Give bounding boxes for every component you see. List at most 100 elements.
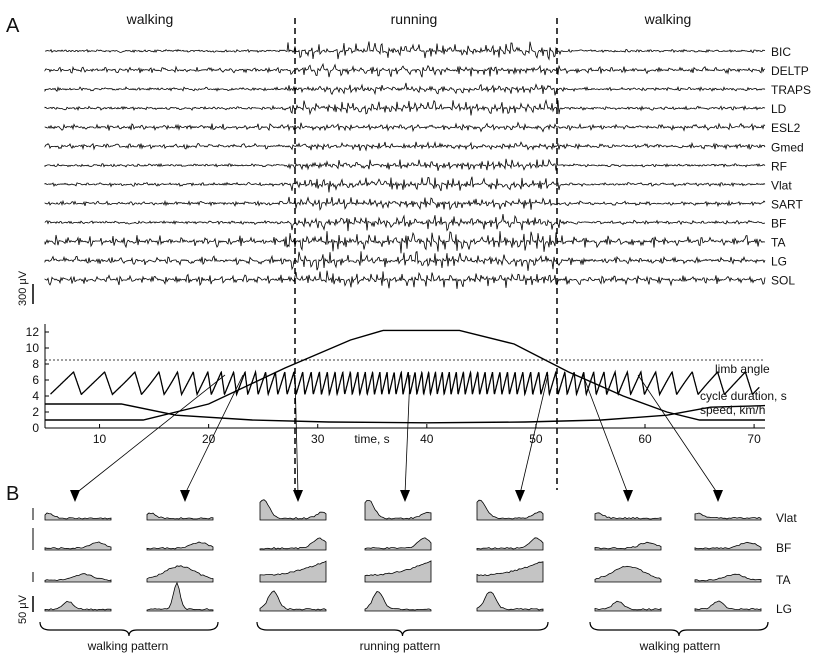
emg-trace-deltp	[44, 62, 766, 78]
group-brace	[256, 621, 549, 637]
arrow-line	[519, 374, 549, 495]
arrow-line	[294, 374, 299, 495]
cycle-duration-line	[45, 403, 766, 424]
envelope-ta	[476, 561, 544, 583]
x-tick-label: 10	[93, 432, 107, 446]
emg-label-traps: TRAPS	[771, 83, 811, 97]
arrow-head	[70, 490, 80, 502]
x-tick-label: 30	[311, 432, 325, 446]
emg-scale-label: 300 μV	[17, 270, 29, 306]
envelope-bf	[594, 541, 662, 551]
x-tick-label: 40	[420, 432, 434, 446]
emg-trace-ta	[44, 231, 766, 254]
arrow-line	[74, 374, 226, 495]
kinematics-chart: 0 2 4 6 8 10 12 10 20 30 40 50 60 70 time, s limb angle…	[26, 324, 787, 446]
emg-label-esl2: ESL2	[771, 121, 801, 135]
envelope-vlat	[146, 512, 214, 521]
phase-label-walking-1: walking	[126, 11, 174, 27]
envelope-vlat	[476, 499, 544, 521]
panel-b-row-label: Vlat	[776, 511, 797, 525]
envelope-vlat	[694, 512, 762, 521]
phase-label-running: running	[391, 11, 438, 27]
arrow-head	[713, 490, 723, 502]
envelope-ta	[364, 560, 432, 583]
envelope-lg	[594, 600, 662, 612]
group-label-running-pattern: running pattern	[360, 639, 441, 653]
series-label-speed: speed, km/h	[700, 403, 765, 417]
y-tick-label: 6	[32, 373, 39, 387]
emg-label-rf: RF	[771, 159, 787, 173]
envelope-lg	[44, 600, 112, 612]
envelope-ta	[694, 573, 762, 583]
arrow-line	[404, 374, 411, 495]
envelope-vlat	[364, 500, 432, 521]
arrow-head	[293, 490, 303, 502]
envelope-ta	[146, 565, 214, 583]
panel-b-row-label: BF	[776, 541, 791, 555]
envelope-ta	[44, 573, 112, 583]
emg-trace-bic	[44, 41, 766, 61]
x-tick-label: 60	[638, 432, 652, 446]
y-tick-label: 0	[32, 421, 39, 435]
emg-traces	[44, 41, 766, 289]
envelope-vlat	[44, 512, 112, 521]
envelope-bf	[259, 537, 327, 551]
envelope-lg	[364, 591, 432, 612]
emg-trace-lg	[44, 250, 766, 271]
pattern-arrows	[70, 374, 723, 502]
y-tick-label: 12	[26, 325, 40, 339]
envelope-lg	[259, 590, 327, 612]
emg-channel-labels: BIC DELTP TRAPS LD ESL2 Gmed RF Vlat SART BF TA LG S…	[771, 45, 811, 288]
panel-label-a: A	[6, 15, 20, 37]
emg-trace-sol	[44, 270, 766, 289]
emg-label-lg: LG	[771, 255, 787, 269]
group-label-walking-pattern-2: walking pattern	[639, 639, 721, 653]
panel-b-row-label: LG	[776, 602, 792, 616]
envelope-ta	[594, 565, 662, 583]
x-tick-label: 50	[529, 432, 543, 446]
emg-trace-traps	[44, 82, 766, 96]
panel-b-row-label: TA	[776, 573, 790, 587]
envelope-bf	[44, 541, 112, 551]
group-brace	[589, 621, 769, 637]
emg-label-sol: SOL	[771, 274, 795, 288]
envelope-ta	[259, 560, 327, 583]
emg-label-gmed: Gmed	[771, 140, 804, 154]
speed-line	[45, 329, 765, 421]
emg-trace-sart	[44, 196, 766, 211]
emg-label-bic: BIC	[771, 45, 791, 59]
envelope-lg	[476, 591, 544, 612]
envelope-lg	[146, 581, 214, 612]
arrow-head	[515, 490, 525, 502]
y-tick-label: 10	[26, 341, 40, 355]
emg-label-deltp: DELTP	[771, 64, 809, 78]
panel-label-b: B	[6, 483, 19, 505]
emg-label-sart: SART	[771, 197, 803, 211]
group-brace	[39, 621, 219, 637]
emg-label-ld: LD	[771, 102, 787, 116]
emg-trace-rf	[44, 158, 766, 171]
series-label-cycle: cycle duration, s	[700, 389, 787, 403]
emg-trace-gmed	[44, 141, 766, 152]
arrow-line	[582, 374, 629, 495]
emg-trace-bf	[44, 214, 766, 232]
emg-label-bf: BF	[771, 216, 786, 230]
group-label-walking-pattern-1: walking pattern	[87, 639, 169, 653]
emg-trace-vlat	[44, 176, 766, 193]
y-tick-label: 4	[32, 389, 39, 403]
arrow-head	[180, 490, 190, 502]
panel-b-scale-label: 50 μV	[17, 594, 29, 624]
panel-b-envelopes: Vlat BF TA LG walking pattern running pattern…	[32, 499, 797, 653]
arrow-head	[623, 490, 633, 502]
emg-label-ta: TA	[771, 236, 785, 250]
x-tick-label: 70	[747, 432, 761, 446]
emg-trace-esl2	[44, 121, 766, 133]
y-tick-label: 8	[32, 357, 39, 371]
x-axis-label: time, s	[354, 432, 389, 446]
envelope-bf	[146, 541, 214, 551]
envelope-vlat	[594, 512, 662, 521]
envelope-vlat	[259, 499, 327, 521]
arrow-head	[400, 490, 410, 502]
x-tick-label: 20	[202, 432, 216, 446]
